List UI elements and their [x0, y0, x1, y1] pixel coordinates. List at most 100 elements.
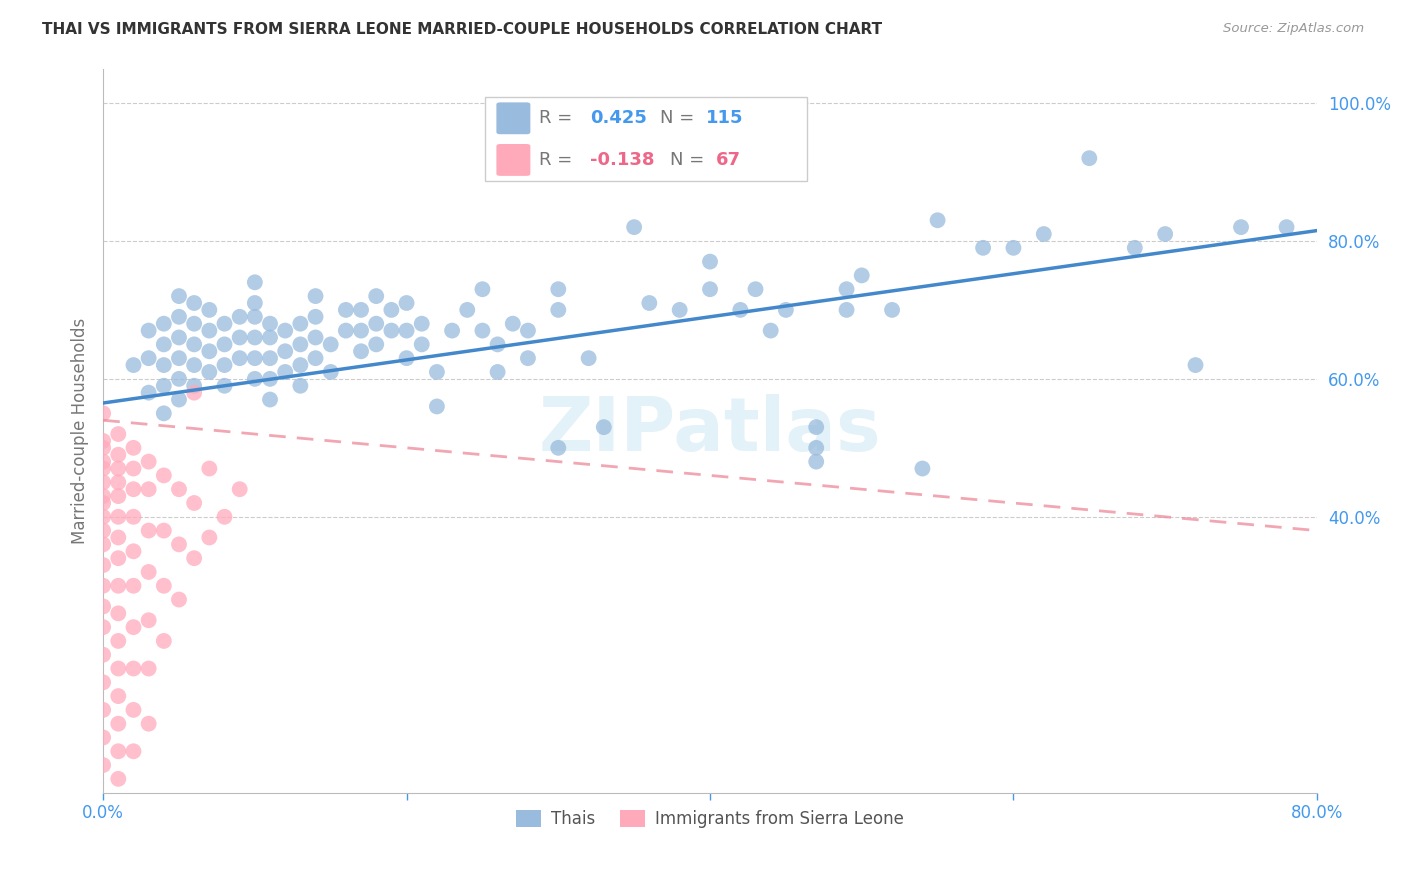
Point	[243, 372, 266, 386]
Point	[319, 337, 342, 351]
Point	[668, 302, 690, 317]
Point	[259, 330, 281, 344]
Point	[122, 744, 145, 758]
Text: ZIPatlas: ZIPatlas	[538, 394, 882, 467]
Point	[107, 489, 129, 503]
Point	[228, 482, 250, 496]
Point	[806, 420, 828, 434]
Point	[91, 509, 114, 524]
Point	[107, 427, 129, 442]
Point	[122, 620, 145, 634]
Point	[91, 579, 114, 593]
Point	[744, 282, 766, 296]
Point	[304, 351, 326, 366]
Point	[107, 661, 129, 675]
Point	[228, 310, 250, 324]
Point	[471, 282, 494, 296]
Point	[290, 378, 312, 392]
Text: THAI VS IMMIGRANTS FROM SIERRA LEONE MARRIED-COUPLE HOUSEHOLDS CORRELATION CHART: THAI VS IMMIGRANTS FROM SIERRA LEONE MAR…	[42, 22, 883, 37]
Point	[547, 282, 569, 296]
Point	[290, 337, 312, 351]
Point	[91, 675, 114, 690]
Point	[138, 661, 160, 675]
Point	[228, 351, 250, 366]
Point	[214, 317, 236, 331]
Point	[91, 406, 114, 420]
Point	[638, 296, 661, 310]
Point	[107, 772, 129, 786]
Point	[699, 282, 721, 296]
Point	[91, 434, 114, 448]
Text: 0.425: 0.425	[591, 110, 647, 128]
Text: R =: R =	[538, 110, 578, 128]
Point	[183, 378, 205, 392]
Point	[183, 317, 205, 331]
Point	[259, 317, 281, 331]
Point	[290, 317, 312, 331]
Point	[243, 296, 266, 310]
Point	[395, 296, 418, 310]
Point	[350, 324, 373, 338]
Point	[91, 537, 114, 551]
Point	[153, 579, 176, 593]
Point	[122, 461, 145, 475]
Point	[456, 302, 478, 317]
Point	[167, 351, 190, 366]
Point	[138, 565, 160, 579]
Point	[304, 289, 326, 303]
Point	[153, 406, 176, 420]
Point	[502, 317, 524, 331]
Point	[107, 461, 129, 475]
Point	[547, 302, 569, 317]
Point	[319, 365, 342, 379]
Point	[304, 330, 326, 344]
Point	[578, 351, 600, 366]
Point	[972, 241, 994, 255]
Point	[471, 324, 494, 338]
Point	[91, 599, 114, 614]
Point	[350, 302, 373, 317]
Point	[91, 558, 114, 572]
Point	[411, 317, 433, 331]
Point	[138, 613, 160, 627]
Point	[167, 537, 190, 551]
Point	[153, 317, 176, 331]
Point	[730, 302, 752, 317]
Point	[122, 579, 145, 593]
FancyBboxPatch shape	[485, 97, 807, 181]
Point	[1230, 220, 1253, 235]
Point	[107, 689, 129, 703]
Point	[153, 337, 176, 351]
Point	[274, 365, 297, 379]
Point	[107, 634, 129, 648]
Point	[167, 592, 190, 607]
Point	[122, 703, 145, 717]
Point	[107, 579, 129, 593]
Point	[153, 378, 176, 392]
Point	[228, 330, 250, 344]
Y-axis label: Married-couple Households: Married-couple Households	[72, 318, 89, 544]
Point	[107, 744, 129, 758]
Point	[214, 509, 236, 524]
Point	[880, 302, 903, 317]
Point	[153, 468, 176, 483]
Point	[107, 509, 129, 524]
Point	[107, 448, 129, 462]
Point	[91, 524, 114, 538]
Point	[380, 324, 402, 338]
Point	[183, 358, 205, 372]
Point	[198, 344, 221, 359]
Point	[107, 475, 129, 490]
Point	[153, 634, 176, 648]
Point	[91, 461, 114, 475]
Point	[1123, 241, 1146, 255]
Point	[835, 282, 858, 296]
Point	[91, 731, 114, 745]
Point	[1184, 358, 1206, 372]
Point	[274, 324, 297, 338]
Point	[167, 482, 190, 496]
Point	[167, 330, 190, 344]
Point	[122, 358, 145, 372]
Point	[274, 344, 297, 359]
Point	[91, 648, 114, 662]
